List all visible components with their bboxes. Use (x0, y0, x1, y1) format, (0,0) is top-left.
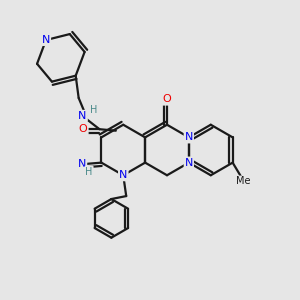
Text: O: O (163, 94, 171, 104)
Text: H: H (85, 167, 93, 176)
Text: N: N (78, 111, 87, 121)
Text: H: H (90, 105, 97, 115)
Text: O: O (163, 94, 171, 104)
Text: N: N (185, 132, 193, 142)
Text: H: H (90, 105, 97, 115)
Text: N: N (185, 132, 193, 142)
Text: N: N (78, 111, 87, 121)
Text: Me: Me (236, 176, 250, 186)
Text: N: N (119, 170, 128, 180)
Text: N: N (42, 35, 50, 45)
Text: N: N (185, 158, 193, 168)
Text: N: N (119, 170, 128, 180)
Text: O: O (79, 124, 88, 134)
Text: N: N (78, 159, 86, 169)
Text: O: O (79, 124, 88, 134)
Text: H: H (85, 167, 93, 176)
Text: N: N (78, 159, 86, 169)
Text: N: N (185, 158, 193, 168)
Text: N: N (42, 35, 50, 45)
